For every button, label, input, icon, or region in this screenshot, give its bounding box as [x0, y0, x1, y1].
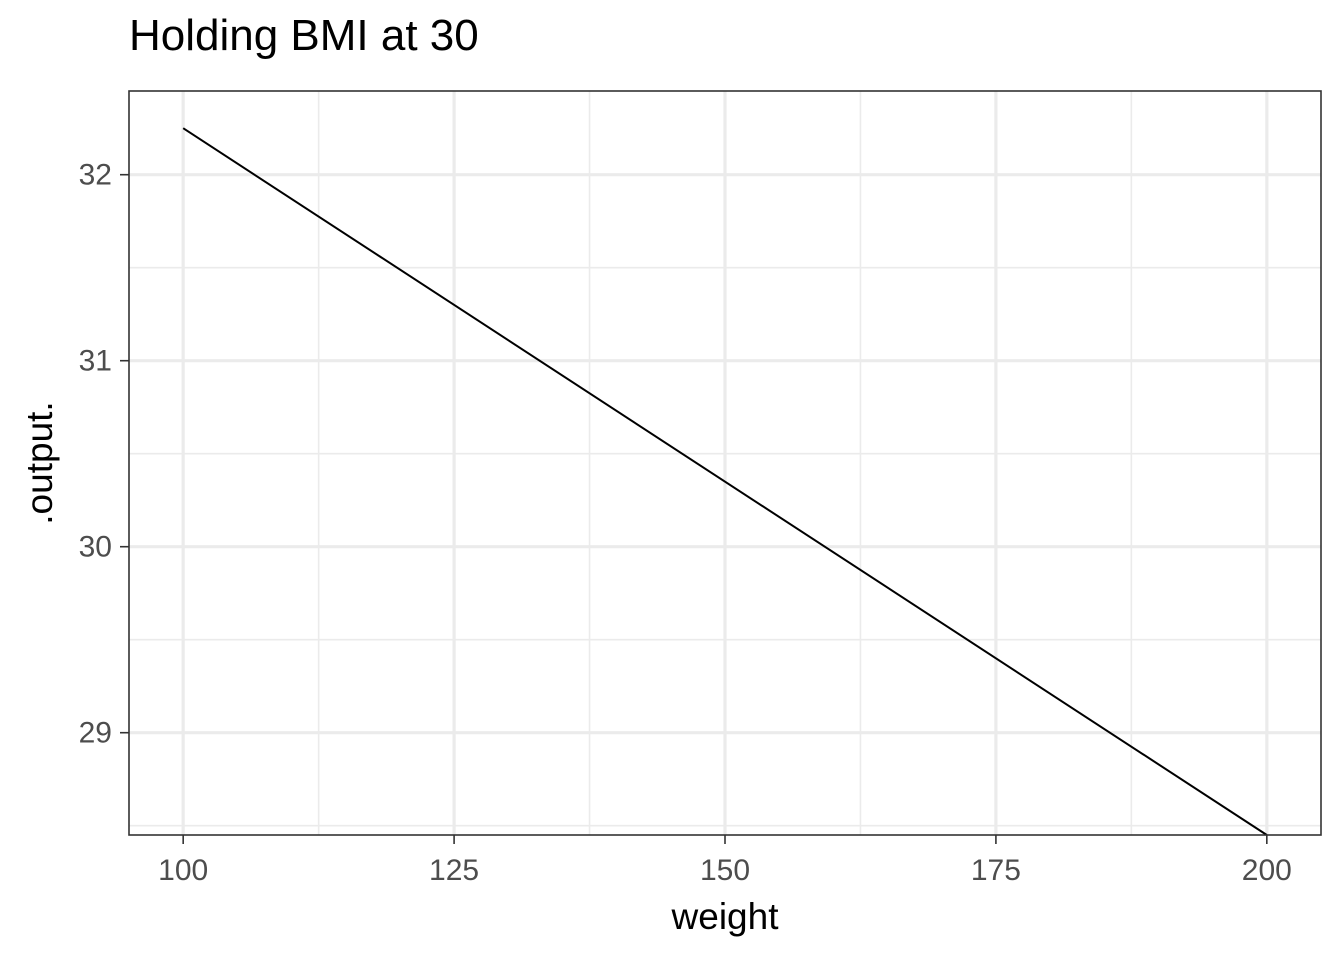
- x-tick-label: 175: [971, 854, 1021, 887]
- x-tick-label: 100: [158, 854, 208, 887]
- series-line: [182, 127, 1268, 836]
- y-axis-title: .output.: [19, 401, 60, 524]
- chart-title: Holding BMI at 30: [129, 11, 479, 60]
- y-tick-label: 31: [79, 345, 112, 378]
- x-tick-label: 125: [429, 854, 479, 887]
- y-axis: 29 30 31 32: [79, 159, 129, 750]
- y-tick-label: 30: [79, 531, 112, 564]
- y-tick-label: 32: [79, 159, 112, 192]
- major-gridlines: [129, 91, 1321, 835]
- x-tick-label: 200: [1242, 854, 1292, 887]
- y-tick-label: 29: [79, 717, 112, 750]
- x-axis: 100 125 150 175 200: [158, 835, 1292, 887]
- x-axis-title: weight: [671, 896, 780, 937]
- x-tick-label: 150: [700, 854, 750, 887]
- series-layer: [182, 127, 1268, 836]
